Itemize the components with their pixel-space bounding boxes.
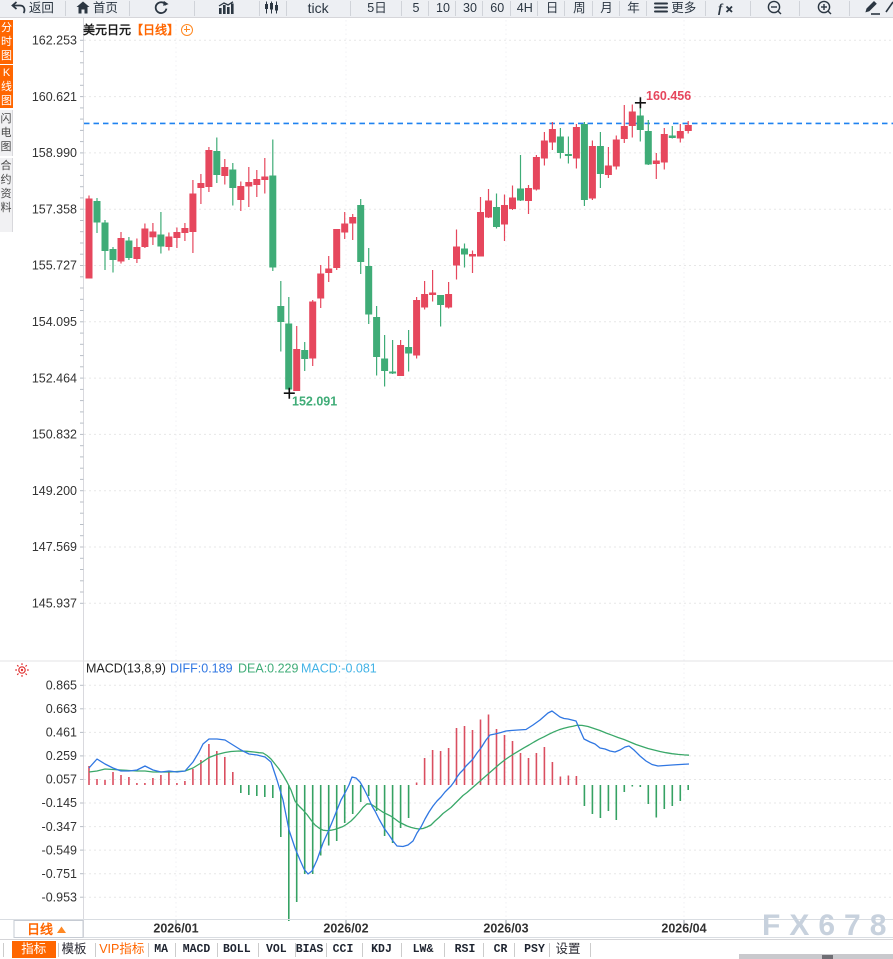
svg-text:2026/01: 2026/01 — [153, 922, 198, 936]
svg-text:147.569: 147.569 — [32, 540, 77, 554]
svg-text:154.095: 154.095 — [32, 315, 77, 329]
svg-text:-0.347: -0.347 — [42, 820, 77, 834]
svg-text:150.832: 150.832 — [32, 428, 77, 442]
svg-text:-0.751: -0.751 — [42, 867, 77, 881]
svg-text:DIFF:0.189: DIFF:0.189 — [170, 662, 233, 676]
svg-text:158.990: 158.990 — [32, 146, 77, 160]
svg-text:145.937: 145.937 — [32, 597, 77, 611]
svg-text:-0.953: -0.953 — [42, 891, 77, 905]
svg-text:0.865: 0.865 — [46, 679, 77, 693]
svg-text:2026/02: 2026/02 — [323, 922, 368, 936]
svg-text:0.663: 0.663 — [46, 702, 77, 716]
svg-text:FX678: FX678 — [762, 909, 893, 942]
svg-text:155.727: 155.727 — [32, 259, 77, 273]
svg-text:MACD:-0.081: MACD:-0.081 — [301, 662, 377, 676]
svg-text:DEA:0.229: DEA:0.229 — [238, 662, 299, 676]
svg-text:日线: 日线 — [27, 922, 53, 937]
svg-text:162.253: 162.253 — [32, 34, 77, 48]
svg-text:0.259: 0.259 — [46, 749, 77, 763]
svg-text:149.200: 149.200 — [32, 484, 77, 498]
svg-text:f: f — [718, 1, 724, 15]
svg-text:2026/04: 2026/04 — [661, 922, 706, 936]
svg-text:MACD(13,8,9): MACD(13,8,9) — [86, 662, 166, 676]
svg-text:152.464: 152.464 — [32, 371, 77, 385]
svg-text:152.091: 152.091 — [292, 395, 337, 409]
svg-text:-0.549: -0.549 — [42, 843, 77, 857]
svg-text:0.057: 0.057 — [46, 773, 77, 787]
svg-text:2026/03: 2026/03 — [483, 922, 528, 936]
svg-text:160.621: 160.621 — [32, 90, 77, 104]
svg-text:157.358: 157.358 — [32, 202, 77, 216]
svg-text:0.461: 0.461 — [46, 726, 77, 740]
svg-text:-0.145: -0.145 — [42, 796, 77, 810]
svg-text:160.456: 160.456 — [646, 89, 691, 103]
